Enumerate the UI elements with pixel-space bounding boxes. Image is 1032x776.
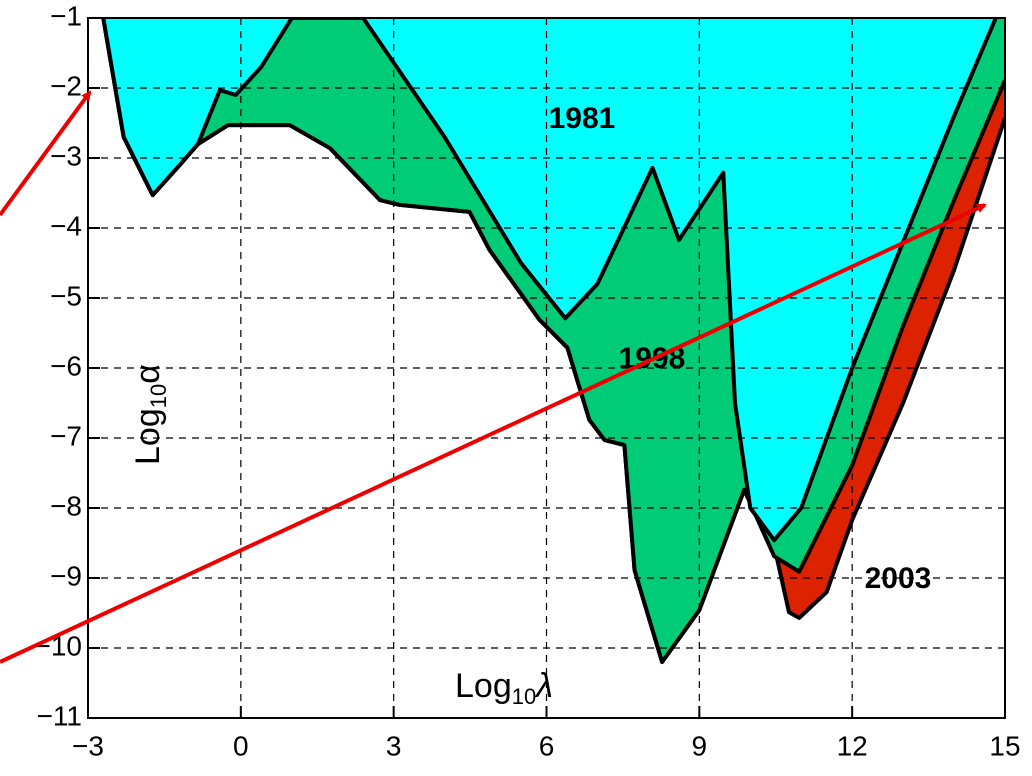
y-tick-label: −8 [50,490,82,521]
x-axis-label-base: Log [455,667,512,705]
x-axis-label: Log10λ [455,667,553,709]
x-axis-label-var: λ [534,667,553,705]
y-tick-label: −6 [50,350,82,381]
boundary-line [101,18,1005,664]
areas [101,18,1005,664]
region-label: 2003 [865,562,932,595]
arrow [0,90,92,217]
y-tick-label: −1 [50,0,82,31]
y-tick-label: −7 [50,420,82,451]
region-label: 1981 [549,102,616,135]
y-tick-label: −3 [50,140,82,171]
y-tick-label: −4 [50,210,82,241]
area [103,18,996,541]
x-tick-label: 0 [233,730,249,761]
y-tick-label: −2 [50,70,82,101]
arrow [0,203,987,664]
x-tick-label: 3 [386,730,402,761]
x-tick-label: −3 [72,730,104,761]
boundary-line [101,18,998,543]
y-axis-label-base: Log [129,408,167,465]
x-axis-label-sub: 10 [512,684,536,709]
y-axis-label-var: α [129,364,167,384]
ticks: −3 0 3 6 9 12 15−1−2−3−4−5−6−7−8−9−10−11 [35,0,1021,761]
x-tick-label: 9 [692,730,708,761]
y-tick-label: −11 [37,700,82,731]
x-tick-label: 6 [539,730,555,761]
y-tick-label: −9 [50,560,82,591]
x-tick-label: 12 [837,730,868,761]
y-axis-label-sub: 10 [146,384,171,408]
y-tick-label: −5 [50,280,82,311]
x-tick-label: 15 [989,730,1020,761]
y-axis-label: Log10α [129,364,171,465]
